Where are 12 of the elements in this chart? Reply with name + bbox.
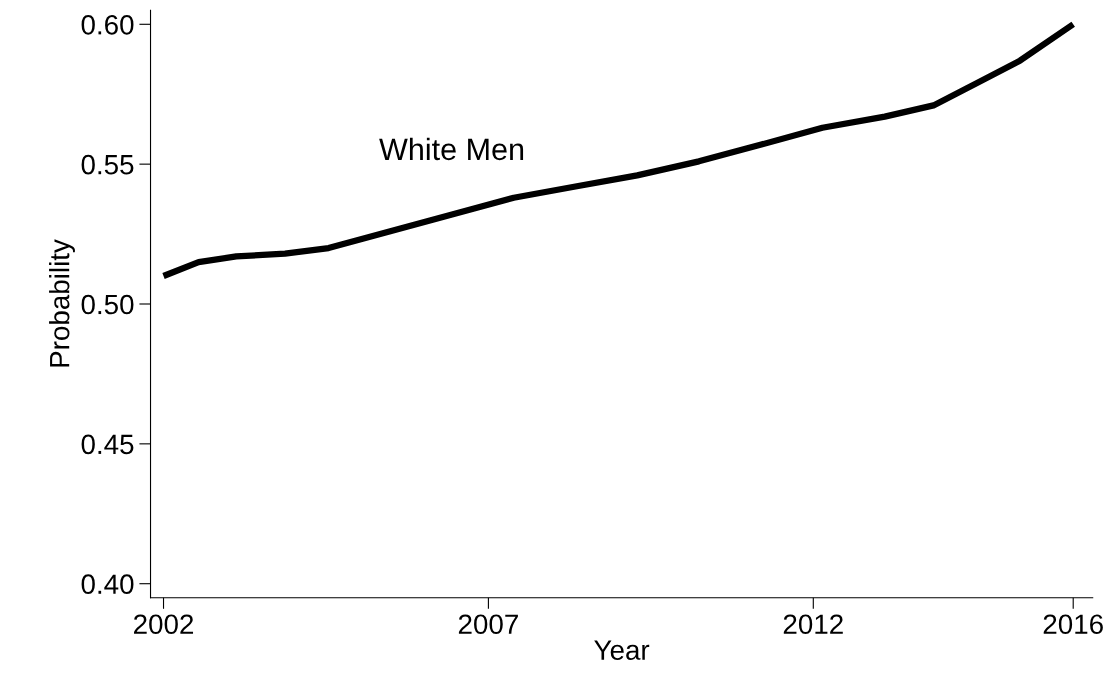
y-tick-label: 0.55 bbox=[81, 154, 134, 175]
x-axis-title: Year bbox=[594, 640, 650, 660]
y-tick-label: 0.45 bbox=[81, 434, 134, 455]
x-tick-label: 2002 bbox=[134, 614, 194, 635]
y-tick-label: 0.40 bbox=[81, 574, 134, 595]
x-tick-label: 2016 bbox=[1043, 614, 1103, 635]
series-label: White Men bbox=[379, 137, 524, 161]
x-tick-label: 2012 bbox=[783, 614, 843, 635]
y-axis-title: Probability bbox=[49, 239, 75, 367]
y-tick-label: 0.60 bbox=[81, 14, 134, 35]
y-tick-label: 0.50 bbox=[81, 294, 134, 315]
x-tick-label: 2007 bbox=[458, 614, 518, 635]
